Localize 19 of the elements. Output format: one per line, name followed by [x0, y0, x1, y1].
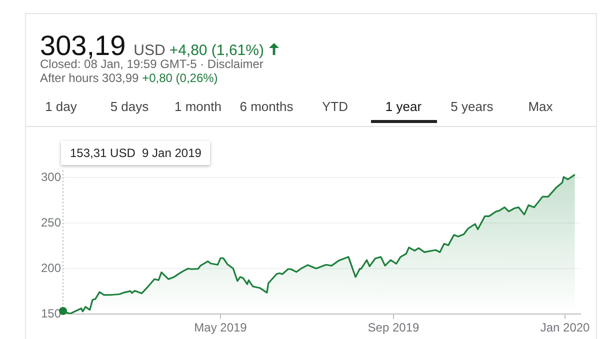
y-tick-label: 300 — [40, 170, 62, 184]
text: 1 year — [384, 99, 423, 116]
text: 5 years — [450, 99, 494, 114]
text: 153,31 USD 9 Jan 2019 — [61, 141, 210, 165]
text: Max — [527, 99, 554, 114]
text: After hours 303,99 — [40, 71, 139, 85]
y-tick-label: 200 — [40, 260, 62, 275]
text: 5 days — [109, 99, 150, 114]
chart-subtitle: USD — [134, 42, 166, 59]
x-tick-label: Jan 2020 — [540, 320, 590, 335]
x-tick-label: May 2019 — [194, 320, 248, 335]
text: YTD — [321, 99, 349, 114]
text: 6 months — [238, 99, 294, 114]
text: 1 day — [44, 99, 78, 114]
text: 1 month — [174, 99, 222, 114]
x-tick-label: Sep 2019 — [368, 320, 420, 335]
text: +0,80 (0,26%) — [142, 71, 218, 85]
text: +4,80 (1,61%) — [169, 42, 264, 59]
y-tick-label: 250 — [40, 215, 62, 230]
